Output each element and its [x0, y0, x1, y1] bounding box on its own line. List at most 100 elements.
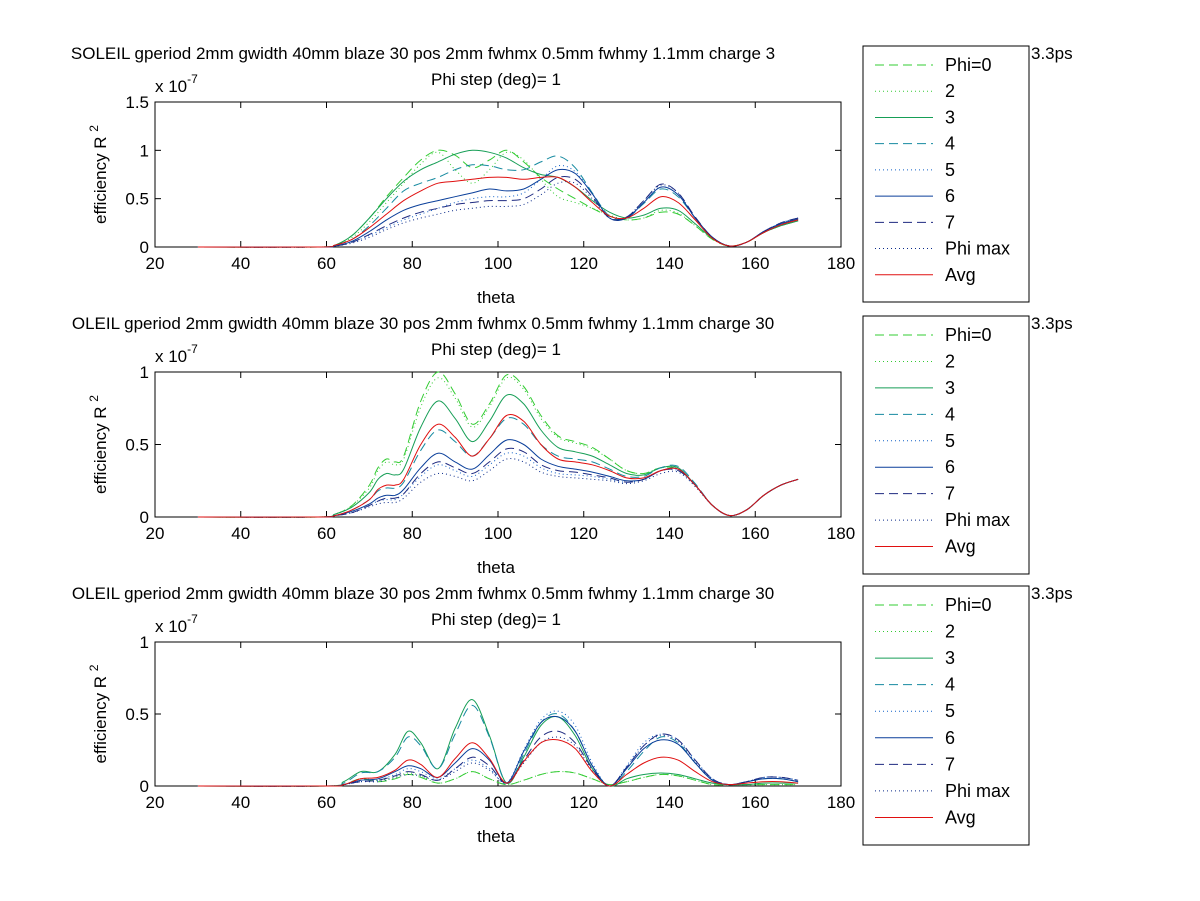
exponent-label: x 10-7 [155, 342, 198, 366]
chart-title: OLEIL gperiod 2mm gwidth 40mm blaze 30 p… [72, 314, 774, 333]
legend-entry-label: Avg [945, 537, 976, 557]
x-tick-label: 160 [741, 524, 769, 543]
series-line-2 [197, 151, 799, 248]
x-tick-label: 180 [827, 254, 855, 273]
series-line-7 [197, 730, 799, 787]
exponent-power: -7 [187, 612, 198, 626]
chart-title-tail: 3.3ps [1031, 44, 1073, 63]
x-tick-label: 100 [484, 793, 512, 812]
x-tick-label: 160 [741, 793, 769, 812]
legend-entry-label: 5 [945, 431, 955, 451]
x-tick-label: 20 [146, 254, 165, 273]
legend-entry-label: 2 [945, 81, 955, 101]
y-axis-label: efficiency R 2 [87, 125, 110, 224]
series-line-6 [197, 715, 799, 787]
y-tick-label: 0.5 [125, 705, 149, 724]
y-tick-label: 0 [140, 777, 149, 796]
chart-title-tail: 3.3ps [1031, 584, 1073, 603]
x-tick-label: 40 [231, 524, 250, 543]
y-tick-label: 0 [140, 508, 149, 527]
x-axis-label: theta [477, 288, 515, 307]
y-axis-label-power: 2 [87, 395, 101, 402]
y-tick-label: 1 [140, 633, 149, 652]
y-axis-label: efficiency R 2 [87, 395, 110, 494]
series-line-3 [197, 699, 799, 787]
subplot-1: 20 40 60 80 100 120 140 160 180 0 0.5 1 1.5 x 10-7 SOL… [71, 44, 1073, 307]
x-tick-label: 100 [484, 524, 512, 543]
x-tick-label: 160 [741, 254, 769, 273]
legend-entry-label: 7 [945, 754, 955, 774]
subplot-2: 20 40 60 80 100 120 140 160 180 0 0.5 1 x 10-7 OLEIL … [72, 314, 1073, 577]
legend-entry-label: 2 [945, 622, 955, 642]
exponent-base: x 10 [155, 77, 187, 96]
y-axis-label: efficiency R 2 [87, 664, 110, 763]
series-line-avg [197, 414, 799, 518]
legend-entry-label: 6 [945, 186, 955, 206]
legend-entry-label: 7 [945, 484, 955, 504]
legend-box [862, 585, 1030, 846]
exponent-base: x 10 [155, 347, 187, 366]
legend-entry-label: Phi=0 [945, 55, 992, 75]
x-tick-label: 60 [317, 524, 336, 543]
y-axis-label-text: efficiency R [91, 671, 110, 763]
x-tick-label: 80 [403, 524, 422, 543]
exponent-base: x 10 [155, 617, 187, 636]
chart-title: OLEIL gperiod 2mm gwidth 40mm blaze 30 p… [72, 584, 774, 603]
legend-entry-label: 6 [945, 457, 955, 477]
exponent-label: x 10-7 [155, 612, 198, 636]
x-tick-label: 60 [317, 254, 336, 273]
x-tick-label: 140 [655, 524, 683, 543]
x-tick-label: 180 [827, 524, 855, 543]
legend-entry-label: 7 [945, 212, 955, 232]
chart-title-tail: 3.3ps [1031, 314, 1073, 333]
x-tick-label: 80 [403, 793, 422, 812]
x-axis-label: theta [477, 558, 515, 577]
legend-entry-label: 4 [945, 404, 955, 424]
y-tick-label: 0 [140, 238, 149, 257]
chart-subtitle: Phi step (deg)= 1 [431, 70, 561, 89]
y-tick-label: 0.5 [125, 190, 149, 209]
y-tick-label: 1 [140, 141, 149, 160]
x-tick-label: 120 [570, 524, 598, 543]
exponent-power: -7 [187, 342, 198, 356]
series-line-phi-max [197, 734, 799, 787]
legend-entry-label: 5 [945, 160, 955, 180]
x-tick-label: 20 [146, 793, 165, 812]
x-tick-label: 140 [655, 254, 683, 273]
legend-entry-label: 3 [945, 378, 955, 398]
x-tick-label: 80 [403, 254, 422, 273]
x-tick-label: 40 [231, 254, 250, 273]
series-line-7 [197, 175, 799, 248]
x-tick-label: 20 [146, 524, 165, 543]
x-tick-label: 140 [655, 793, 683, 812]
legend-entry-label: Avg [945, 807, 976, 827]
legend-entry-label: 4 [945, 675, 955, 695]
series-line-avg [197, 176, 799, 248]
y-axis-label-text: efficiency R [91, 402, 110, 494]
legend-entry-label: 5 [945, 701, 955, 721]
legend-entry-label: Phi max [945, 781, 1010, 801]
legend-entry-label: Phi max [945, 510, 1010, 530]
legend-entry-label: 3 [945, 107, 955, 127]
x-axis-label: theta [477, 827, 515, 846]
y-tick-label: 1 [140, 363, 149, 382]
y-axis-label-power: 2 [87, 125, 101, 132]
legend-box [862, 315, 1030, 575]
y-axis-label-power: 2 [87, 664, 101, 671]
series-line-avg [197, 738, 799, 787]
legend-box [862, 45, 1030, 303]
legend-entry-label: 4 [945, 134, 955, 154]
y-tick-label: 1.5 [125, 93, 149, 112]
legend-entry-label: Phi=0 [945, 595, 992, 615]
x-tick-label: 120 [570, 254, 598, 273]
x-tick-label: 60 [317, 793, 336, 812]
x-tick-label: 120 [570, 793, 598, 812]
series-line-5 [197, 164, 799, 248]
legend-entry-label: 2 [945, 351, 955, 371]
series-line-phi-max [197, 181, 799, 248]
y-tick-label: 0.5 [125, 436, 149, 455]
exponent-power: -7 [187, 72, 198, 86]
legend-entry-label: Phi=0 [945, 325, 992, 345]
series-line-phi-0 [197, 771, 799, 787]
